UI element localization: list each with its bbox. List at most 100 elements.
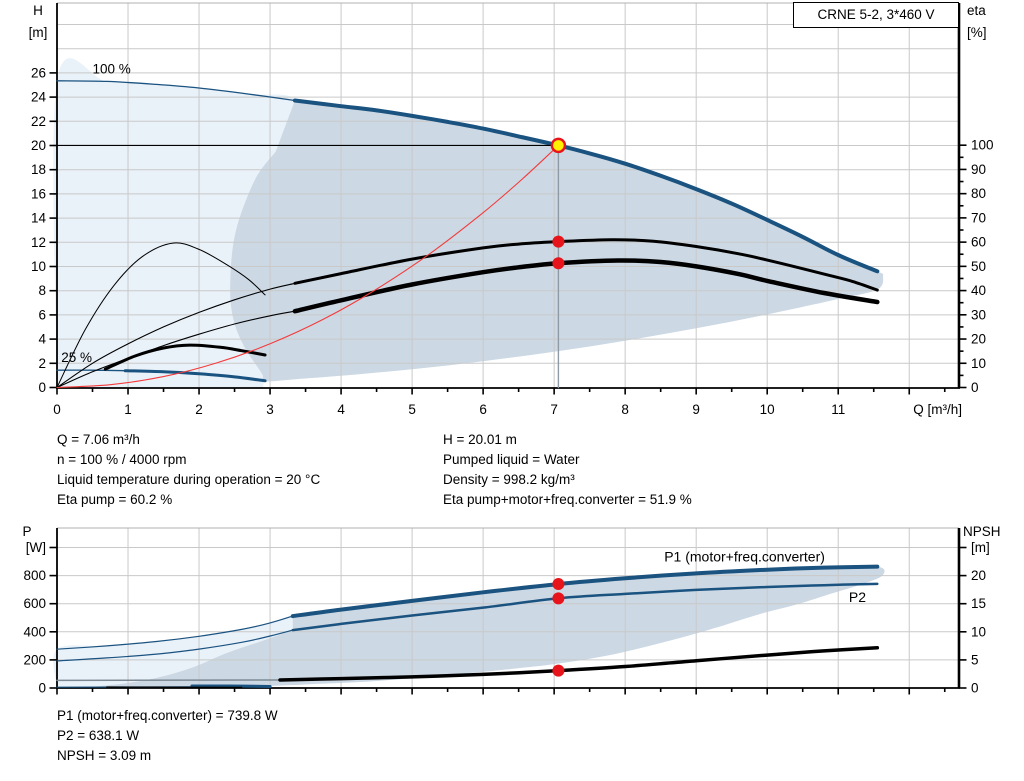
eta-pump-curve bbox=[293, 238, 879, 292]
svg-text:24: 24 bbox=[31, 90, 47, 105]
svg-text:4: 4 bbox=[38, 332, 46, 347]
svg-text:80: 80 bbox=[971, 186, 986, 201]
svg-text:800: 800 bbox=[23, 568, 46, 583]
svg-text:0: 0 bbox=[38, 380, 46, 395]
svg-text:NPSH: NPSH bbox=[963, 524, 1001, 539]
info-line-density: Density = 998.2 kg/m³ bbox=[443, 472, 575, 487]
power-npsh-grid bbox=[57, 528, 959, 688]
x-axis-unit-label: Q [m³/h] bbox=[913, 402, 962, 417]
info-line-head: H = 20.01 m bbox=[443, 432, 517, 447]
svg-text:18: 18 bbox=[31, 162, 46, 177]
speed-envelope-light bbox=[53, 58, 296, 388]
qh-duty-dot-1 bbox=[552, 257, 565, 270]
qh-tick-labels: 0246810121416182022242601020304050607080… bbox=[31, 65, 994, 417]
qh-curve-25pct-low-flow bbox=[56, 369, 126, 372]
svg-text:90: 90 bbox=[971, 162, 986, 177]
qh-ticks bbox=[49, 72, 967, 395]
power-envelope-dark bbox=[88, 566, 885, 689]
svg-text:3: 3 bbox=[266, 402, 274, 417]
svg-text:[m]: [m] bbox=[971, 540, 990, 555]
power-npsh-duty-dot-2 bbox=[552, 664, 565, 677]
svg-text:26: 26 bbox=[31, 65, 46, 80]
power-info: P1 (motor+freq.converter) = 739.8 W P2 =… bbox=[57, 706, 278, 766]
svg-text:[%]: [%] bbox=[967, 25, 987, 40]
svg-text:eta: eta bbox=[967, 3, 986, 18]
svg-text:200: 200 bbox=[23, 652, 46, 667]
svg-text:14: 14 bbox=[31, 211, 47, 226]
power-npsh-tick-labels: 0 200 400 600 800 [W] 0 5 10 15 20 [m] bbox=[23, 540, 989, 696]
p2-curve bbox=[291, 582, 879, 632]
p1-curve-25pct bbox=[190, 684, 272, 688]
svg-text:0: 0 bbox=[971, 681, 979, 696]
info-line-eta-pump: Eta pump = 60.2 % bbox=[57, 492, 173, 507]
duty-info-left: Q = 7.06 m³/h n = 100 % / 4000 rpm Liqui… bbox=[57, 430, 320, 510]
svg-text:1: 1 bbox=[124, 402, 132, 417]
svg-text:5: 5 bbox=[971, 652, 979, 667]
svg-text:12: 12 bbox=[31, 235, 46, 250]
svg-text:50: 50 bbox=[971, 259, 986, 274]
svg-text:22: 22 bbox=[31, 114, 46, 129]
svg-text:9: 9 bbox=[692, 402, 700, 417]
qh-grid bbox=[57, 3, 959, 388]
qh-curve-25pct bbox=[123, 369, 267, 383]
p1-curve bbox=[290, 564, 880, 619]
power-npsh-duty-dot-1 bbox=[552, 592, 565, 605]
svg-text:[m]: [m] bbox=[29, 25, 48, 40]
annotation-label: 25 % bbox=[61, 350, 92, 365]
info-line-liquid: Pumped liquid = Water bbox=[443, 452, 580, 467]
operating-point-marker[interactable] bbox=[550, 137, 567, 154]
svg-text:0: 0 bbox=[53, 402, 61, 417]
svg-text:20: 20 bbox=[971, 568, 986, 583]
power-npsh-axis-labels: P NPSH bbox=[22, 524, 1000, 539]
svg-text:0: 0 bbox=[38, 681, 46, 696]
svg-text:4: 4 bbox=[337, 402, 345, 417]
info-line-q: Q = 7.06 m³/h bbox=[57, 432, 140, 447]
info-line-p1: P1 (motor+freq.converter) = 739.8 W bbox=[57, 708, 278, 723]
svg-text:16: 16 bbox=[31, 186, 46, 201]
info-line-temperature: Liquid temperature during operation = 20… bbox=[57, 472, 321, 487]
eta-total-curve-low-flow bbox=[56, 310, 296, 389]
system-curve bbox=[56, 144, 559, 389]
svg-text:70: 70 bbox=[971, 210, 986, 225]
info-line-p2: P2 = 638.1 W bbox=[57, 728, 140, 743]
annotation-label: P2 bbox=[849, 589, 866, 605]
pump-model-badge: CRNE 5-2, 3*460 V bbox=[793, 2, 959, 28]
annotation-label: P1 (motor+freq.converter) bbox=[664, 549, 825, 565]
svg-text:600: 600 bbox=[23, 596, 46, 611]
svg-text:8: 8 bbox=[38, 283, 46, 298]
svg-text:11: 11 bbox=[831, 402, 845, 417]
svg-text:7: 7 bbox=[550, 402, 558, 417]
svg-text:P: P bbox=[22, 524, 31, 539]
svg-text:0: 0 bbox=[971, 380, 979, 395]
info-line-eta-total: Eta pump+motor+freq.converter = 51.9 % bbox=[443, 492, 692, 507]
svg-text:100: 100 bbox=[971, 138, 994, 153]
svg-text:15: 15 bbox=[971, 596, 986, 611]
p1-curve-low-flow bbox=[56, 615, 294, 650]
qh-curve-100pct-low-flow bbox=[56, 80, 296, 102]
svg-text:2: 2 bbox=[195, 402, 203, 417]
svg-text:10: 10 bbox=[971, 356, 986, 371]
svg-text:60: 60 bbox=[971, 235, 986, 250]
annotation-label: 100 % bbox=[93, 62, 131, 77]
eta-total-curve bbox=[292, 258, 880, 314]
qh-axis-labels: H [m] eta [%] bbox=[29, 3, 987, 40]
qh-chart: 0246810121416182022242601020304050607080… bbox=[29, 2, 994, 417]
svg-text:30: 30 bbox=[971, 307, 986, 322]
p2-curve-low-flow bbox=[56, 629, 294, 662]
svg-text:20: 20 bbox=[31, 138, 46, 153]
svg-text:10: 10 bbox=[971, 624, 986, 639]
svg-text:20: 20 bbox=[971, 332, 986, 347]
eta-pump-curve-low-flow bbox=[56, 282, 296, 389]
svg-text:40: 40 bbox=[971, 283, 986, 298]
power-npsh-chart: 0 200 400 600 800 [W] 0 5 10 15 20 [m] P NPSH P1 (moto… bbox=[22, 524, 1000, 696]
eta-total-curve-25pct bbox=[103, 343, 267, 371]
svg-text:6: 6 bbox=[479, 402, 487, 417]
svg-text:H: H bbox=[33, 3, 43, 18]
svg-text:6: 6 bbox=[38, 307, 46, 322]
svg-text:2: 2 bbox=[38, 356, 46, 371]
info-line-speed: n = 100 % / 4000 rpm bbox=[57, 452, 187, 467]
power-npsh-ticks bbox=[49, 546, 967, 695]
info-line-npsh: NPSH = 3.09 m bbox=[57, 748, 152, 763]
